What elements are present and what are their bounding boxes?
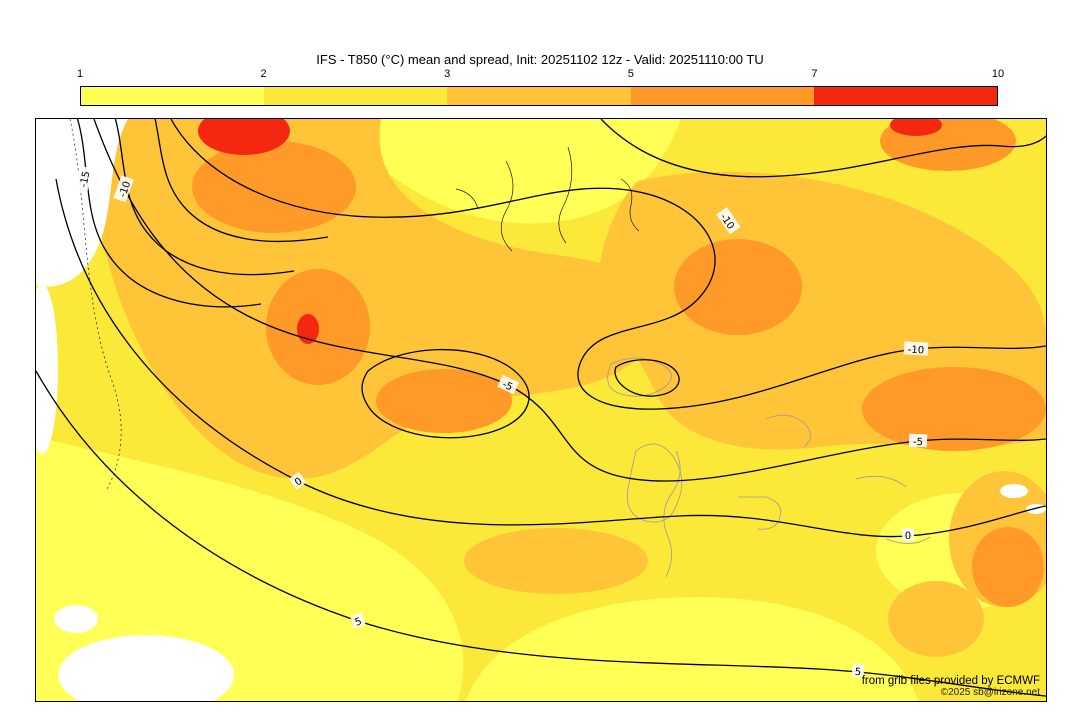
colorbar-tick: 5 — [627, 68, 634, 80]
colorbar-tick: 3 — [444, 68, 451, 80]
spread-fill-7-10 — [198, 119, 942, 344]
contour-label: 5 — [349, 612, 366, 629]
colorbar-segment-2-3 — [264, 87, 448, 105]
credit-copyright: ©2025 sb@irizone.net — [940, 687, 1040, 698]
credit-provider: from grib files provided by ECMWF — [861, 675, 1040, 687]
contour-label: -10 — [113, 175, 134, 203]
contour-label: -5 — [497, 374, 520, 395]
chart-title: IFS - T850 (°C) mean and spread, Init: 2… — [316, 52, 764, 67]
credits: from grib files provided by ECMWF ©2025 … — [862, 675, 1040, 698]
svg-text:-10: -10 — [907, 345, 924, 357]
colorbar-tick: 2 — [260, 68, 267, 80]
contour-label: -5 — [908, 433, 928, 448]
spread-fill-5-7 — [192, 119, 1046, 607]
contour-label: -10 — [903, 341, 929, 357]
svg-text:-10: -10 — [117, 180, 133, 199]
contour-label: 0 — [901, 527, 915, 542]
colorbar-segment-5-7 — [630, 87, 814, 105]
colorbar: 1 2 3 5 7 10 — [76, 68, 1004, 108]
svg-text:0: 0 — [293, 476, 305, 489]
map-frame: -15 -10 -10 -10 -5 -5 0 0 5 5 from grib files pro… — [35, 118, 1047, 702]
svg-text:5: 5 — [854, 667, 861, 678]
colorbar-segment-3-5 — [447, 87, 631, 105]
spread-fill-below-1 — [36, 119, 1046, 701]
coastline-detail — [69, 119, 640, 492]
svg-text:0: 0 — [905, 531, 912, 542]
colorbar-bar — [80, 86, 998, 106]
contour-label: 0 — [289, 471, 307, 490]
country-borders — [607, 357, 931, 578]
contour-label: -15 — [74, 165, 93, 192]
colorbar-tick: 1 — [76, 68, 84, 80]
svg-text:5: 5 — [354, 616, 364, 629]
svg-text:-5: -5 — [913, 437, 923, 448]
colorbar-ticks: 1 2 3 5 7 10 — [76, 68, 1004, 84]
svg-text:-5: -5 — [501, 379, 515, 393]
colorbar-segment-1-2 — [81, 87, 265, 105]
svg-text:-15: -15 — [78, 170, 92, 188]
colorbar-segment-7-10 — [813, 87, 998, 105]
colorbar-tick: 10 — [991, 68, 1005, 80]
colorbar-tick: 7 — [811, 68, 818, 80]
contour-label: 5 — [851, 663, 865, 678]
